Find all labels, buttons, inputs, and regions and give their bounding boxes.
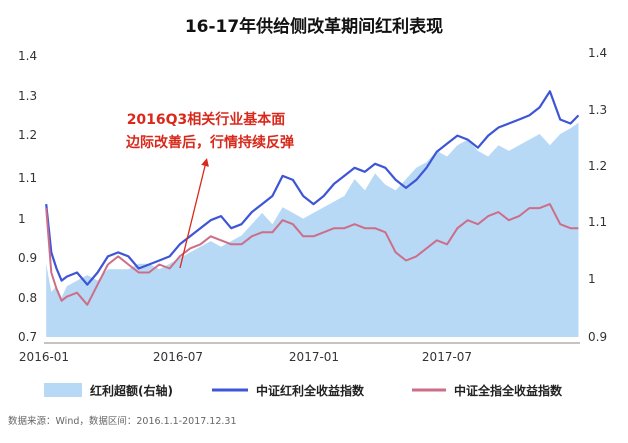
left-tick-label: 1.4 [18,49,37,63]
x-tick-label: 2016-01 [19,350,69,364]
right-tick-label: 1.4 [588,46,607,60]
right-tick-label: 1 [588,272,596,286]
series-line-1 [45,90,580,286]
left-tick-label: 0.7 [18,330,37,344]
left-tick-label: 0.9 [18,251,37,265]
chart-title: 16-17年供给侧改革期间红利表现 [185,16,443,37]
x-tick-label: 2016-07 [153,350,203,364]
annotation-arrow [179,158,209,269]
right-axis: 0.9 1 1.1 1.2 1.3 1.4 [588,46,607,344]
right-tick-label: 0.9 [588,330,607,344]
legend-label: 红利超额(右轴) [90,383,173,398]
left-axis: 0.7 0.8 0.9 1 1.1 1.2 1.3 1.4 [18,49,37,344]
legend-swatch-area [44,383,82,397]
right-tick-label: 1.2 [588,159,607,173]
right-tick-label: 1.3 [588,103,607,117]
annotation-line-2: 边际改善后，行情持续反弹 [125,134,294,151]
annotation: 2016Q3相关行业基本面 边际改善后，行情持续反弹 [125,111,294,269]
x-tick-label: 2017-07 [422,350,472,364]
series-area-0 [46,122,579,337]
legend-label: 中证红利全收益指数 [256,383,365,398]
legend-label: 中证全指全收益指数 [454,383,563,398]
series-line-2 [45,203,579,306]
x-tick-label: 2017-01 [289,350,339,364]
line-layer [45,90,580,306]
legend: 红利超额(右轴) 中证红利全收益指数 中证全指全收益指数 [44,383,563,398]
left-tick-label: 0.8 [18,291,37,305]
left-tick-label: 1.3 [18,89,37,103]
left-tick-label: 1 [18,212,26,226]
right-tick-label: 1.1 [588,215,607,229]
left-tick-label: 1.1 [18,171,37,185]
x-axis: 2016-01 2016-07 2017-01 2017-07 [19,350,472,364]
area-layer [46,122,579,337]
left-tick-label: 1.2 [18,128,37,142]
source-note: 数据来源：Wind，数据区间：2016.1.1-2017.12.31 [8,415,237,427]
annotation-line-1: 2016Q3相关行业基本面 [127,111,286,128]
